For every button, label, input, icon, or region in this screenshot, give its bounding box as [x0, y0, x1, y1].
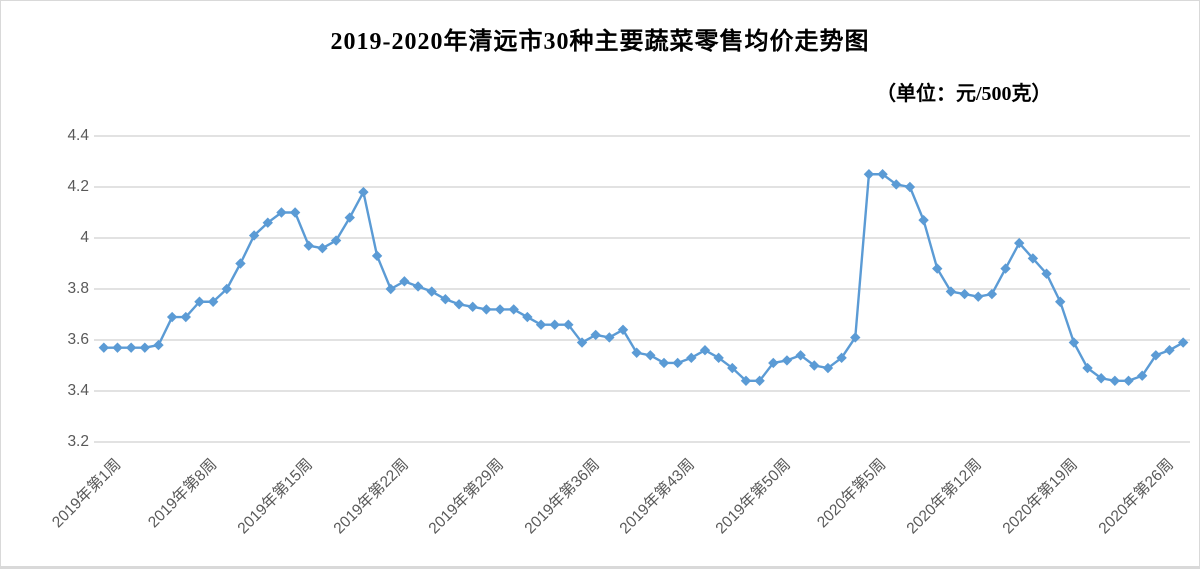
- data-point-marker: [139, 342, 151, 353]
- data-point-marker: [836, 352, 847, 364]
- data-point-marker: [166, 311, 178, 323]
- data-point-marker: [1136, 370, 1148, 381]
- data-point-marker: [1150, 350, 1162, 361]
- data-point-marker: [494, 304, 506, 315]
- data-point-marker: [235, 258, 246, 269]
- data-point-marker: [1000, 263, 1011, 274]
- data-point-marker: [125, 342, 137, 353]
- data-point-marker: [713, 352, 724, 364]
- data-point-marker: [481, 304, 492, 315]
- y-axis-tick-label: 3.8: [67, 280, 89, 297]
- y-axis-tick-label: 3.4: [67, 382, 89, 399]
- data-point-marker: [276, 207, 287, 218]
- data-point-marker: [754, 375, 765, 386]
- data-point-marker: [289, 207, 301, 218]
- data-point-marker: [426, 286, 437, 297]
- data-line: [103, 173, 1184, 382]
- data-point-marker: [303, 240, 314, 251]
- data-point-marker: [207, 296, 219, 307]
- data-point-marker: [945, 286, 957, 297]
- data-point-marker: [467, 301, 478, 313]
- data-point-marker: [1055, 296, 1066, 307]
- data-point-marker: [412, 281, 424, 292]
- y-axis-tick-label: 3.2: [67, 433, 89, 450]
- data-point-marker: [262, 217, 273, 228]
- data-point-marker: [399, 276, 410, 287]
- data-point-marker: [699, 345, 711, 356]
- data-point-marker: [453, 299, 465, 310]
- data-point-marker: [317, 243, 328, 254]
- data-point-marker: [1095, 373, 1107, 384]
- data-point-marker: [1041, 268, 1052, 279]
- data-point-marker: [221, 283, 232, 295]
- data-point-marker: [795, 350, 806, 361]
- data-point-marker: [112, 342, 123, 353]
- data-point-marker: [98, 342, 110, 353]
- y-axis-tick-label: 4: [80, 229, 89, 246]
- data-point-marker: [522, 311, 533, 323]
- data-point-marker: [153, 339, 164, 351]
- data-point-marker: [358, 186, 369, 198]
- data-point-marker: [1123, 375, 1134, 386]
- data-point-marker: [1014, 237, 1025, 249]
- data-point-marker: [850, 332, 861, 343]
- data-point-marker: [959, 288, 970, 300]
- data-point-marker: [672, 357, 683, 369]
- data-point-marker: [973, 291, 984, 302]
- y-axis-tick-label: 4.2: [67, 178, 89, 195]
- data-point-marker: [248, 230, 260, 241]
- data-point-marker: [563, 319, 574, 330]
- data-point-marker: [590, 329, 601, 341]
- data-point-marker: [645, 350, 656, 361]
- data-point-marker: [877, 169, 888, 180]
- data-point-marker: [822, 362, 834, 374]
- data-point-marker: [781, 355, 793, 366]
- data-point-marker: [891, 179, 902, 190]
- y-axis-tick-label: 3.6: [67, 331, 89, 348]
- y-axis-tick-label: 4.4: [67, 127, 89, 144]
- data-point-marker: [1082, 362, 1093, 374]
- data-point-marker: [1164, 345, 1175, 356]
- data-point-marker: [986, 288, 998, 300]
- data-point-marker: [932, 263, 943, 274]
- data-point-marker: [918, 214, 929, 226]
- chart-title: 2019-2020年清远市30种主要蔬菜零售均价走势图: [330, 29, 870, 55]
- unit-label: （单位：元/500克）: [876, 83, 1052, 105]
- data-point-marker: [604, 332, 615, 343]
- data-point-marker: [576, 337, 588, 348]
- data-point-marker: [440, 294, 451, 305]
- data-point-marker: [768, 357, 779, 369]
- data-point-marker: [1109, 375, 1121, 386]
- data-point-marker: [809, 360, 820, 371]
- data-point-marker: [549, 319, 560, 330]
- data-point-marker: [740, 375, 752, 386]
- data-point-marker: [1177, 337, 1189, 348]
- data-point-marker: [194, 296, 205, 307]
- data-point-marker: [904, 181, 916, 193]
- data-point-marker: [344, 212, 355, 223]
- data-point-marker: [617, 324, 629, 335]
- data-point-marker: [508, 304, 519, 315]
- data-point-marker: [180, 311, 192, 323]
- data-point-marker: [385, 283, 396, 295]
- data-point-marker: [658, 357, 670, 369]
- data-point-marker: [1027, 253, 1039, 264]
- data-point-marker: [1068, 337, 1080, 348]
- data-point-marker: [727, 362, 738, 374]
- data-point-marker: [330, 235, 342, 246]
- data-point-marker: [631, 347, 642, 358]
- data-point-marker: [863, 169, 875, 180]
- data-point-marker: [371, 250, 383, 262]
- data-point-marker: [535, 319, 547, 330]
- data-point-marker: [686, 352, 697, 364]
